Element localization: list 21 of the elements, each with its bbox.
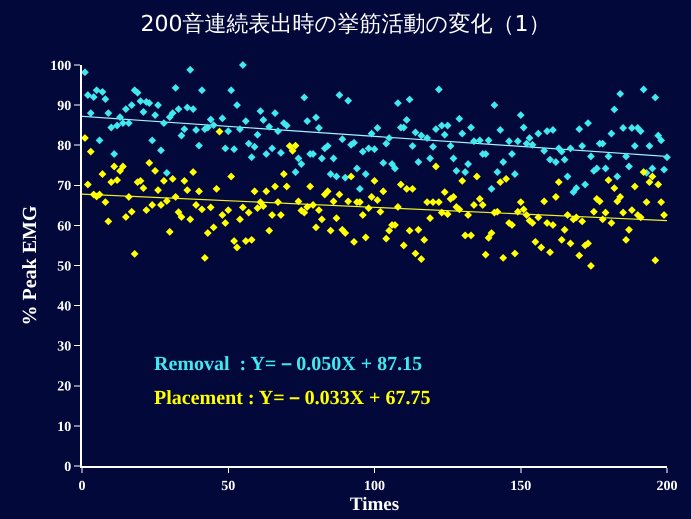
y-tick-label: 70: [57, 179, 72, 194]
y-tick-label: 60: [57, 219, 72, 234]
annotation: Placement : Y=－0.033X + 67.75: [154, 387, 430, 409]
y-tick-label: 0: [64, 460, 72, 475]
y-tick-label: 10: [57, 420, 72, 435]
annotation: Removal : Y=－0.050X + 87.15: [154, 353, 422, 375]
y-tick-label: 20: [57, 380, 72, 395]
y-tick-label: 100: [50, 58, 72, 74]
y-tick-label: 30: [57, 340, 72, 355]
x-tick-label: 0: [78, 478, 86, 494]
x-tick-label: 50: [221, 478, 236, 494]
y-tick-label: 50: [57, 259, 72, 274]
x-tick-label: 200: [656, 478, 678, 494]
x-tick-label: 150: [510, 478, 532, 494]
y-tick-label: 80: [57, 139, 72, 154]
y-tick-label: 90: [57, 99, 72, 114]
x-tick-label: 100: [364, 478, 385, 494]
y-axis-title: % Peak EMG: [19, 205, 42, 326]
chart-title: 200音連続表出時の挙筋活動の変化（1）: [140, 12, 550, 38]
y-tick-label: 40: [57, 300, 72, 314]
x-axis-title: Times: [350, 494, 400, 515]
